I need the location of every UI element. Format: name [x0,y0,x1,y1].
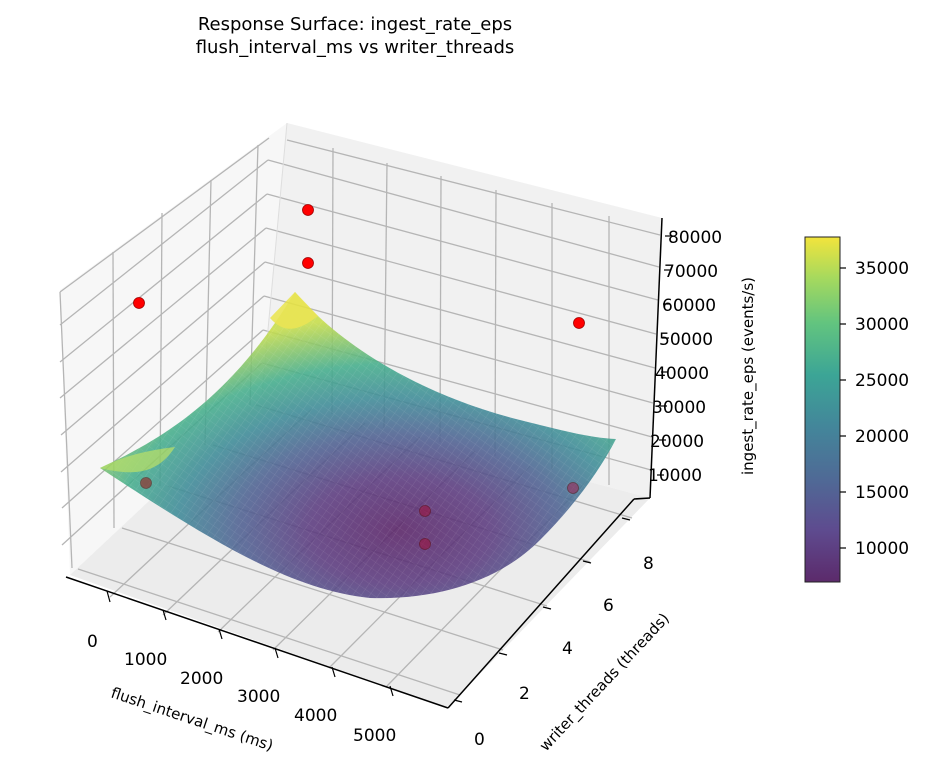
colorbar-tick: 35000 [855,259,909,279]
y-tick-labels: 0 2 4 6 8 [474,554,654,750]
chart-title-line2: flush_interval_ms vs writer_threads [195,37,515,58]
x-tick-labels: 0 1000 2000 3000 4000 5000 [87,632,396,746]
chart-title-line1: Response Surface: ingest_rate_eps [197,14,513,35]
svg-text:4: 4 [562,639,573,659]
colorbar-tick: 10000 [855,539,909,559]
svg-text:70000: 70000 [664,262,718,282]
colorbar-tick: 15000 [855,483,909,503]
svg-text:0: 0 [474,730,485,750]
svg-text:20000: 20000 [650,432,704,452]
response-surface [100,292,616,599]
svg-text:8: 8 [643,554,654,574]
observed-points-under [140,477,579,550]
data-point [302,204,314,216]
colorbar-tick: 25000 [855,371,909,391]
data-point [567,482,579,494]
data-point [302,257,314,269]
data-point [419,505,431,517]
svg-text:80000: 80000 [668,228,722,248]
colorbar-tick: 20000 [855,427,909,447]
svg-text:5000: 5000 [353,726,396,746]
svg-text:3000: 3000 [237,687,280,707]
y-axis-label: writer_threads (threads) [536,609,674,755]
axis-lines [65,217,663,709]
svg-text:2000: 2000 [180,669,223,689]
colorbar-tick: 30000 [855,315,909,335]
z-tick-labels: 10000 20000 30000 40000 50000 60000 7000… [648,228,722,486]
z-axis-label: ingest_rate_eps (events/s) [739,277,758,475]
data-point [419,538,431,550]
svg-text:30000: 30000 [652,398,706,418]
svg-text:50000: 50000 [659,330,713,350]
svg-text:0: 0 [87,632,98,652]
data-point [133,297,145,309]
colorbar: 10000 15000 20000 25000 30000 35000 [804,236,909,583]
chart-title: Response Surface: ingest_rate_eps flush_… [0,13,710,59]
svg-text:4000: 4000 [294,706,337,726]
svg-text:6: 6 [603,596,614,616]
data-point [140,477,152,489]
observed-points-back [133,204,585,329]
svg-text:1000: 1000 [124,650,167,670]
svg-text:2: 2 [519,684,530,704]
svg-text:40000: 40000 [655,364,709,384]
data-point [573,317,585,329]
svg-text:10000: 10000 [648,466,702,486]
svg-text:60000: 60000 [662,296,716,316]
